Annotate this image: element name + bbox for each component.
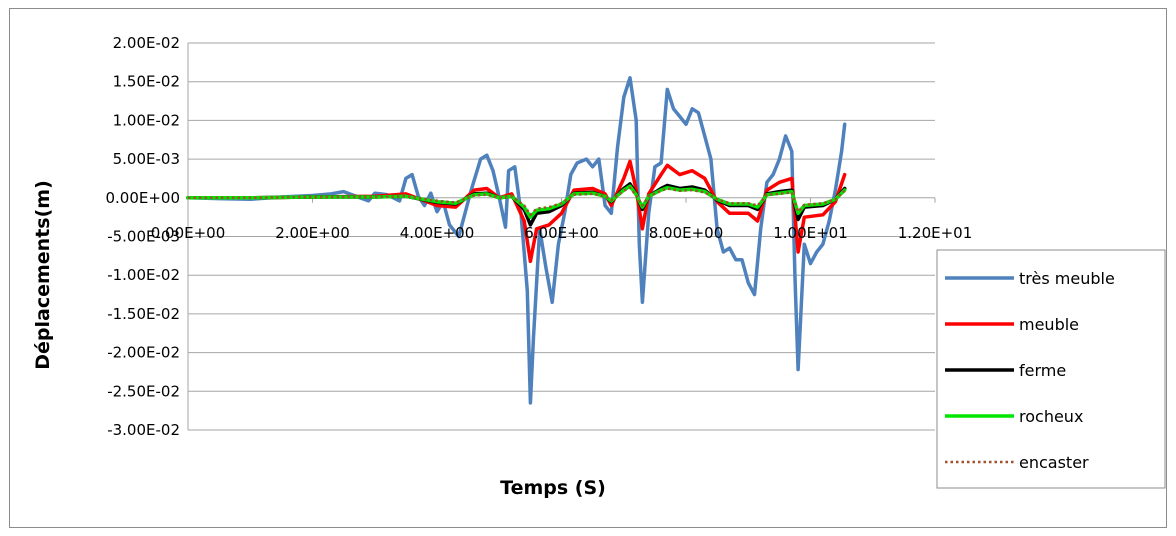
y-tick-label: -1.00E-02 [107, 266, 180, 284]
y-tick-label: 5.00E-03 [113, 150, 180, 168]
tick-labels: 2.00E-02 1.50E-02 1.00E-02 5.00E-03 0.00E+00… [105, 34, 972, 439]
legend: très meuble meuble ferme rocheux encaster [936, 249, 1166, 489]
legend-label: rocheux [1019, 407, 1083, 426]
y-axis-title: Déplacements(m) [32, 180, 54, 370]
y-tick-label: 2.00E-02 [113, 34, 180, 52]
legend-label: encaster [1019, 453, 1089, 472]
x-tick-label: 4.00E+00 [400, 224, 475, 242]
x-axis-title: Temps (S) [500, 477, 606, 499]
series-lines [186, 76, 847, 405]
x-tick-label: 0.00E+00 [151, 224, 226, 242]
y-tick-label: 0.00E+00 [105, 189, 180, 207]
y-tick-label: 1.50E-02 [113, 73, 180, 91]
x-tick-label: 6.00E+00 [524, 224, 599, 242]
y-tick-label: -2.50E-02 [107, 382, 180, 400]
x-tick-label: 8.00E+00 [649, 224, 724, 242]
series-line [186, 159, 847, 264]
y-tick-label: -1.50E-02 [107, 305, 180, 323]
legend-label: meuble [1019, 315, 1079, 334]
gridlines [187, 42, 936, 431]
x-tick-label: 2.00E+00 [275, 224, 350, 242]
y-tick-label: -5.00E-03 [107, 228, 180, 246]
legend-label: très meuble [1019, 269, 1115, 288]
y-tick-label: -3.00E-02 [107, 421, 180, 439]
y-tick-label: -2.00E-02 [107, 344, 180, 362]
series-line [186, 184, 847, 219]
x-tick-label: 1.00E+01 [773, 224, 848, 242]
legend-label: ferme [1019, 361, 1066, 380]
y-tick-label: 1.00E-02 [113, 111, 180, 129]
x-tick-label: 1.20E+01 [898, 224, 973, 242]
